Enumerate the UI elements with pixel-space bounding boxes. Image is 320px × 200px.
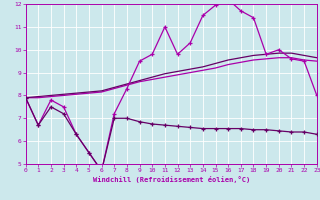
X-axis label: Windchill (Refroidissement éolien,°C): Windchill (Refroidissement éolien,°C): [92, 176, 250, 183]
